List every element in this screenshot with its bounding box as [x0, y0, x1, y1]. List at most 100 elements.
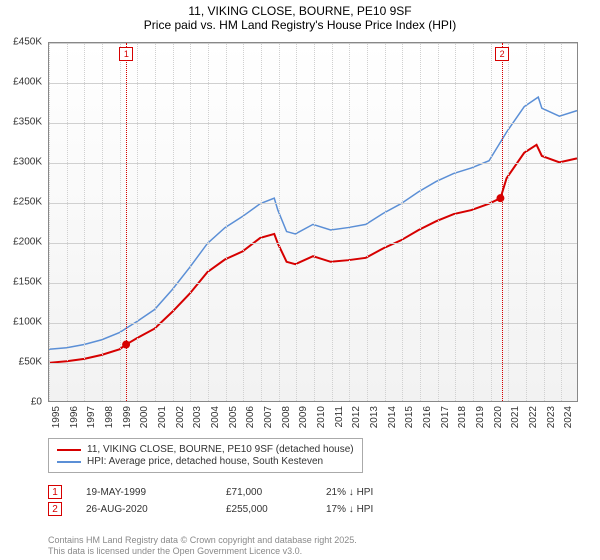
legend-label: 11, VIKING CLOSE, BOURNE, PE10 9SF (deta… — [87, 444, 354, 455]
x-tick-label: 1998 — [104, 406, 115, 428]
gridline-v — [349, 43, 350, 401]
x-tick-label: 1999 — [122, 406, 133, 428]
footer-line2: This data is licensed under the Open Gov… — [48, 546, 357, 557]
sales-row-date: 26-AUG-2020 — [86, 504, 226, 515]
y-tick-label: £250K — [13, 197, 42, 208]
legend-row: 11, VIKING CLOSE, BOURNE, PE10 9SF (deta… — [57, 444, 354, 455]
gridline-v — [49, 43, 50, 401]
gridline-v — [385, 43, 386, 401]
x-tick-label: 2019 — [475, 406, 486, 428]
x-tick-label: 2014 — [387, 406, 398, 428]
x-tick-label: 2003 — [192, 406, 203, 428]
gridline-h — [49, 283, 577, 284]
x-tick-label: 2016 — [422, 406, 433, 428]
x-tick-label: 2006 — [245, 406, 256, 428]
sale-marker-badge: 2 — [495, 47, 509, 61]
gridline-h — [49, 243, 577, 244]
x-tick-label: 2008 — [281, 406, 292, 428]
x-tick-label: 2013 — [369, 406, 380, 428]
legend-box: 11, VIKING CLOSE, BOURNE, PE10 9SF (deta… — [48, 438, 363, 473]
gridline-v — [279, 43, 280, 401]
sale-marker-badge: 1 — [119, 47, 133, 61]
title-line2: Price paid vs. HM Land Registry's House … — [0, 18, 600, 32]
gridline-v — [438, 43, 439, 401]
y-tick-label: £300K — [13, 157, 42, 168]
sale-marker-line — [502, 43, 503, 401]
gridline-v — [473, 43, 474, 401]
x-tick-label: 2011 — [334, 406, 345, 428]
gridline-h — [49, 323, 577, 324]
chart-svg — [49, 43, 577, 401]
gridline-v — [508, 43, 509, 401]
gridline-h — [49, 123, 577, 124]
legend-swatch — [57, 461, 81, 463]
gridline-v — [314, 43, 315, 401]
y-tick-label: £50K — [19, 357, 42, 368]
gridline-h — [49, 163, 577, 164]
x-tick-label: 2009 — [298, 406, 309, 428]
y-tick-label: £450K — [13, 37, 42, 48]
sales-row-delta: 17% ↓ HPI — [326, 504, 426, 515]
y-tick-label: £150K — [13, 277, 42, 288]
gridline-v — [561, 43, 562, 401]
sales-row-badge: 1 — [48, 485, 62, 499]
gridline-v — [173, 43, 174, 401]
y-tick-label: £0 — [31, 397, 42, 408]
y-tick-label: £400K — [13, 77, 42, 88]
gridline-v — [84, 43, 85, 401]
x-tick-label: 2021 — [510, 406, 521, 428]
x-tick-label: 2002 — [175, 406, 186, 428]
x-tick-label: 2023 — [546, 406, 557, 428]
gridline-v — [137, 43, 138, 401]
x-tick-label: 1997 — [86, 406, 97, 428]
gridline-v — [261, 43, 262, 401]
gridline-v — [526, 43, 527, 401]
x-tick-label: 2010 — [316, 406, 327, 428]
gridline-v — [243, 43, 244, 401]
gridline-v — [544, 43, 545, 401]
sales-row-badge: 2 — [48, 502, 62, 516]
title-block: 11, VIKING CLOSE, BOURNE, PE10 9SF Price… — [0, 0, 600, 34]
x-axis-labels: 1995 1996 1997 1998 1999 2000 2001 2002 2003 2004… — [48, 404, 578, 440]
x-tick-label: 2007 — [263, 406, 274, 428]
gridline-h — [49, 203, 577, 204]
x-tick-label: 2017 — [440, 406, 451, 428]
legend-row: HPI: Average price, detached house, Sout… — [57, 456, 354, 467]
x-tick-label: 2005 — [228, 406, 239, 428]
x-tick-label: 1996 — [69, 406, 80, 428]
sales-row-date: 19-MAY-1999 — [86, 487, 226, 498]
x-tick-label: 2000 — [139, 406, 150, 428]
y-tick-label: £350K — [13, 117, 42, 128]
x-tick-label: 2020 — [493, 406, 504, 428]
gridline-v — [155, 43, 156, 401]
gridline-v — [208, 43, 209, 401]
gridline-v — [67, 43, 68, 401]
gridline-v — [455, 43, 456, 401]
gridline-v — [402, 43, 403, 401]
sales-row: 2 26-AUG-2020£255,00017% ↓ HPI — [48, 502, 426, 516]
x-tick-label: 2001 — [157, 406, 168, 428]
chart-plot-area: 12 — [48, 42, 578, 402]
gridline-h — [49, 363, 577, 364]
x-tick-label: 2012 — [351, 406, 362, 428]
sales-row-price: £255,000 — [226, 504, 326, 515]
y-tick-label: £200K — [13, 237, 42, 248]
gridline-v — [491, 43, 492, 401]
gridline-v — [367, 43, 368, 401]
gridline-h — [49, 83, 577, 84]
title-line1: 11, VIKING CLOSE, BOURNE, PE10 9SF — [0, 4, 600, 18]
y-tick-label: £100K — [13, 317, 42, 328]
series-hpi — [49, 97, 577, 349]
x-tick-label: 2024 — [563, 406, 574, 428]
legend-swatch — [57, 449, 81, 451]
sales-row: 119-MAY-1999£71,00021% ↓ HPI — [48, 485, 426, 499]
sale-marker-line — [126, 43, 127, 401]
x-tick-label: 2018 — [457, 406, 468, 428]
x-tick-label: 2004 — [210, 406, 221, 428]
x-tick-label: 1995 — [51, 406, 62, 428]
gridline-v — [420, 43, 421, 401]
sales-row-delta: 21% ↓ HPI — [326, 487, 426, 498]
sale-point-marker — [496, 194, 504, 202]
series-price_paid — [49, 145, 577, 363]
x-tick-label: 2015 — [404, 406, 415, 428]
